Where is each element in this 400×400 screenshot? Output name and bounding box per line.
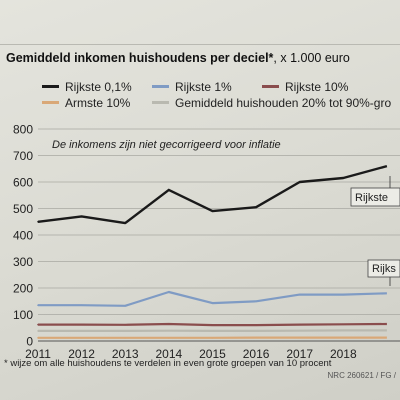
data-point [124,324,127,326]
x-tick-label: 2012 [68,347,95,361]
data-point [211,330,214,332]
legend-item-rijkste-1: Rijkste 1% [152,80,232,94]
y-tick-label: 700 [13,149,33,163]
y-tick-label: 800 [13,123,33,137]
end-label-text: Rijkste [355,192,388,204]
data-point [211,302,214,304]
data-point [255,324,257,326]
data-point [37,330,39,332]
footnote: * wijze om alle huishoudens te verdelen … [4,358,332,369]
legend-item-rijkste-10: Rijkste 10% [262,80,348,94]
legend-swatch [152,101,169,105]
data-point [255,300,257,303]
data-point [211,324,214,326]
grid [38,128,400,342]
legend-item-gemiddeld: Gemiddeld huishouden 20% tot 90%-gro [152,96,391,110]
data-point [37,304,39,307]
data-point [168,329,170,332]
data-point [168,337,170,339]
chart-unit: , x 1.000 euro [273,51,350,65]
data-point [37,220,39,223]
data-point [37,337,39,339]
data-point [124,304,127,307]
y-tick-label: 100 [13,308,33,322]
data-point [342,329,345,332]
y-tick-label: 600 [13,176,33,190]
x-tick-label: 2011 [25,347,51,361]
data-point [80,323,83,326]
data-point [298,336,301,339]
data-point [124,222,127,224]
y-tick-label: 0 [26,335,33,349]
y-tick-label: 400 [13,229,33,243]
data-point [168,189,170,191]
data-point [255,336,257,339]
series-lines [37,164,388,339]
x-tick-label: 2017 [286,347,313,361]
data-point [168,291,170,293]
data-point [255,206,257,208]
y-tick-labels: 0 100 200 300 400 500 600 700 800 [13,123,33,349]
data-point [298,293,301,296]
data-point [80,304,83,307]
credit: NRC 260621 / FG / [327,371,396,380]
data-point [80,330,83,332]
data-point [342,336,345,339]
end-label-box [350,187,400,207]
data-point [80,337,83,339]
data-point [342,323,345,326]
end-label-box [367,259,400,278]
data-point [124,330,127,332]
legend-swatch [152,85,169,89]
data-point [168,323,170,325]
legend-label: Armste 10% [65,96,131,110]
data-point [124,337,127,339]
y-tick-label: 200 [13,282,33,296]
legend-swatch [262,85,279,89]
chart-annotation: De inkomens zijn niet gecorrigeerd voor … [52,139,281,151]
data-point [298,323,301,326]
data-point [37,323,39,326]
data-point [298,181,301,183]
data-point [255,330,257,332]
legend-item-rijkste-01: Rijkste 0,1% [42,80,132,94]
x-tick-label: 2014 [155,347,182,361]
x-tick-label: 2015 [199,347,226,361]
data-point [211,210,214,212]
x-tick-label: 2016 [243,347,270,361]
y-tick-label: 500 [13,202,33,216]
data-point [211,337,214,339]
series-line [37,164,388,225]
data-point [342,293,345,296]
legend: Rijkste 0,1% Rijkste 1% Rijkste 10% Arms… [0,0,400,120]
legend-label: Rijkste 0,1% [65,80,132,94]
x-tick-label: 2013 [112,347,139,361]
legend-label: Rijkste 1% [175,80,232,94]
data-point [80,215,83,218]
end-label-text: Rijks [372,263,396,275]
data-point [342,177,345,179]
x-tick-label: 2018 [330,347,357,361]
legend-swatch [42,85,59,89]
top-rule [0,44,400,45]
data-point [298,329,301,332]
legend-label: Rijkste 10% [285,80,349,94]
y-tick-label: 300 [13,255,33,269]
legend-label: Gemiddeld huishouden 20% tot 90%-gro [175,96,392,110]
legend-item-armste-10: Armste 10% [42,96,130,110]
chart-title-text: Gemiddeld inkomen huishoudens per deciel… [6,51,274,65]
end-labels: Rijkste Rijks [350,176,400,286]
legend-swatch [42,101,59,105]
chart-title: Gemiddeld inkomen huishoudens per deciel… [6,51,350,65]
x-tick-labels: 2011 2012 2013 2014 2015 2016 2017 2018 [25,347,357,361]
